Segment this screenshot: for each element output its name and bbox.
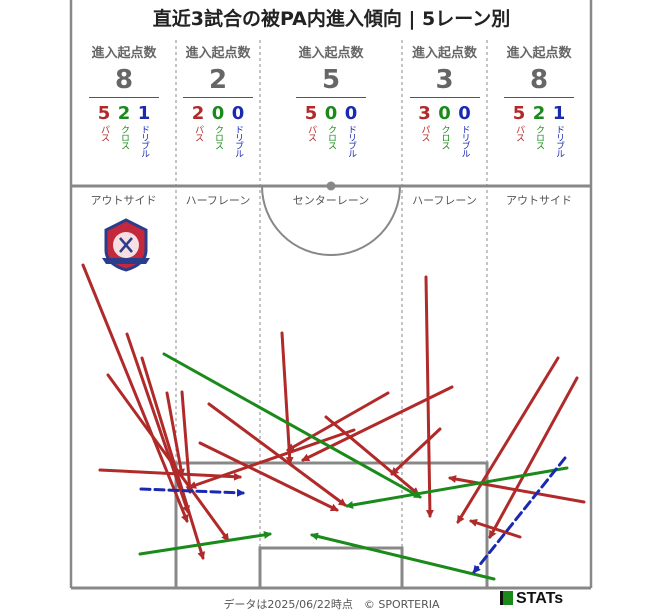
pass-arrow <box>180 390 194 494</box>
dribble-label: ドリブル <box>554 125 564 157</box>
pass-arrow <box>125 332 190 514</box>
pass-arrow <box>188 428 356 489</box>
pass-arrow <box>488 376 579 539</box>
cross-label: クロス <box>534 125 544 149</box>
goal-area <box>258 546 404 590</box>
penalty-area <box>174 461 489 590</box>
lane-header: 進入起点数 <box>91 46 157 61</box>
dribble-count: 0 <box>231 103 245 124</box>
zone-label-outside-left: アウトサイド <box>90 194 157 207</box>
pass-arrow <box>81 263 189 523</box>
pass-arrow <box>98 468 242 481</box>
pass-arrow <box>390 427 442 476</box>
pass-label: パス <box>306 125 316 141</box>
lane-total: 8 <box>504 65 574 98</box>
pass-arrow <box>469 519 522 539</box>
data-date-footer: データは2025/06/22時点 © SPORTERIA <box>223 598 440 611</box>
lane-total: 2 <box>183 65 253 98</box>
dribble-count: 0 <box>458 103 471 124</box>
lane-header: 進入起点数 <box>411 46 477 61</box>
entry-arrows <box>81 263 586 581</box>
cross-arrow <box>162 352 422 499</box>
pass-arrow <box>165 391 185 477</box>
cross-label: クロス <box>326 125 336 149</box>
pass-arrow <box>140 356 206 560</box>
lane-header: 進入起点数 <box>298 46 364 61</box>
pass-count: 5 <box>512 103 526 124</box>
zone-label-halflane-left: ハーフレーン <box>185 194 251 207</box>
cross-count: 0 <box>324 103 338 124</box>
pass-count: 3 <box>418 103 431 124</box>
lane-summary-outside-right: 進入起点数 8 5 パス 2 クロス 1 ドリブル <box>495 42 583 157</box>
cross-arrow <box>345 466 569 509</box>
club-crest-icon <box>102 218 150 272</box>
cross-count: 2 <box>117 103 131 124</box>
stats-logo: STATs <box>500 590 563 608</box>
page-title: 直近3試合の被PA内進入傾向 | 5レーン別 <box>152 8 511 30</box>
cross-arrow <box>138 530 272 556</box>
pass-arrow <box>456 356 560 524</box>
pass-arrow <box>198 441 339 512</box>
pass-label: パス <box>419 125 430 141</box>
lane-header: 進入起点数 <box>506 46 572 61</box>
pass-arrow <box>286 391 390 452</box>
zone-label-center: センターレーン <box>292 194 370 207</box>
dribble-label: ドリブル <box>346 125 356 157</box>
dribble-label: ドリブル <box>459 125 470 157</box>
pass-arrow <box>207 402 347 507</box>
dribble-label: ドリブル <box>233 125 243 157</box>
cross-count: 0 <box>438 103 451 124</box>
dribble-count: 0 <box>344 103 358 124</box>
cross-label: クロス <box>213 125 223 149</box>
cross-arrow <box>310 532 496 581</box>
pass-arrow <box>280 331 294 465</box>
dribble-arrow <box>472 456 567 574</box>
lane-summary-center: 進入起点数 5 5 パス 0 クロス 0 ドリブル <box>260 42 402 157</box>
pass-arrow <box>324 415 420 496</box>
center-spot <box>326 181 336 191</box>
pass-label: パス <box>514 125 524 141</box>
pass-count: 2 <box>191 103 205 124</box>
lane-summary-halflane-right: 進入起点数 3 3 パス 0 クロス 0 ドリブル <box>402 42 487 157</box>
lane-total: 8 <box>89 65 159 98</box>
pass-label: パス <box>99 125 109 141</box>
pass-arrow <box>448 475 586 504</box>
lane-total: 3 <box>409 65 480 98</box>
zone-label-halflane-right: ハーフレーン <box>412 194 477 207</box>
dribble-label: ドリブル <box>139 125 149 157</box>
cross-label: クロス <box>439 125 450 149</box>
pass-label: パス <box>193 125 203 141</box>
pass-count: 5 <box>97 103 111 124</box>
dribble-count: 1 <box>137 103 151 124</box>
zone-label-outside-right: アウトサイド <box>506 194 572 207</box>
pass-arrow <box>424 275 434 518</box>
stats-logo-text: STATs <box>516 590 564 607</box>
lane-header: 進入起点数 <box>185 46 251 61</box>
cross-count: 2 <box>532 103 546 124</box>
stats-logo-icon <box>500 591 513 605</box>
pass-count: 5 <box>304 103 318 124</box>
lane-total: 5 <box>296 65 366 98</box>
cross-count: 0 <box>211 103 225 124</box>
dribble-arrow <box>139 487 245 497</box>
center-circle <box>261 185 401 256</box>
lane-summary-outside-left: 進入起点数 8 5 パス 2 クロス 1 ドリブル <box>80 42 168 157</box>
lane-summary-halflane-left: 進入起点数 2 2 パス 0 クロス 0 ドリブル <box>176 42 260 157</box>
cross-label: クロス <box>119 125 129 149</box>
dribble-count: 1 <box>552 103 566 124</box>
